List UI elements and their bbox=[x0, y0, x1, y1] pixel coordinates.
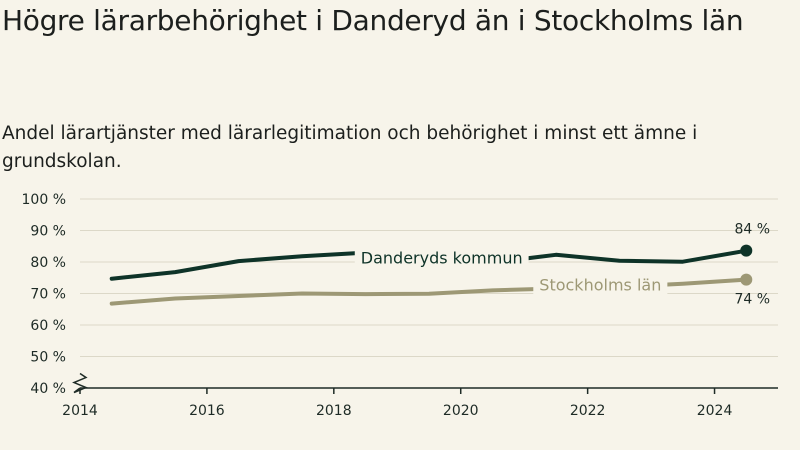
x-tick-label: 2014 bbox=[62, 403, 98, 419]
end-marker-danderyd bbox=[740, 244, 753, 257]
x-tick-label: 2022 bbox=[570, 403, 606, 419]
y-tick-label: 60 % bbox=[30, 318, 66, 334]
x-tick-label: 2024 bbox=[697, 403, 733, 419]
x-axis: 2014 2016 2018 2020 2022 2024 bbox=[62, 372, 778, 419]
y-tick-label: 50 % bbox=[30, 350, 66, 366]
y-tick-label: 80 % bbox=[30, 255, 66, 271]
y-tick-label: 70 % bbox=[30, 287, 66, 303]
y-tick-label: 90 % bbox=[30, 224, 66, 240]
gridlines bbox=[80, 198, 778, 357]
x-tick-label: 2018 bbox=[316, 403, 352, 419]
series-name-bg bbox=[533, 274, 668, 296]
series-labels: 84 % 74 % Danderyds kommun Stockholms län bbox=[354, 222, 770, 308]
y-tick-label: 100 % bbox=[22, 192, 66, 208]
series-name-danderyd: Danderyds kommun bbox=[361, 249, 523, 268]
y-axis-ticks: 40 % 50 % 60 % 70 % 80 % 90 % 100 % bbox=[22, 192, 66, 397]
x-tick-label: 2020 bbox=[443, 403, 479, 419]
y-tick-label: 40 % bbox=[30, 381, 66, 397]
chart-subtitle: Andel lärartjänster med lärarlegitimatio… bbox=[2, 123, 698, 172]
chart-title: Högre lärarbehörighet i Danderyd än i St… bbox=[2, 4, 744, 37]
end-marker-stockholm bbox=[740, 273, 753, 286]
end-value-label-stockholm: 74 % bbox=[734, 292, 770, 308]
series-name-bg bbox=[354, 247, 529, 269]
axis-break-icon bbox=[72, 372, 88, 394]
series-name-stockholm: Stockholms län bbox=[539, 276, 661, 295]
end-value-label-danderyd: 84 % bbox=[734, 222, 770, 238]
x-tick-label: 2016 bbox=[189, 403, 225, 419]
